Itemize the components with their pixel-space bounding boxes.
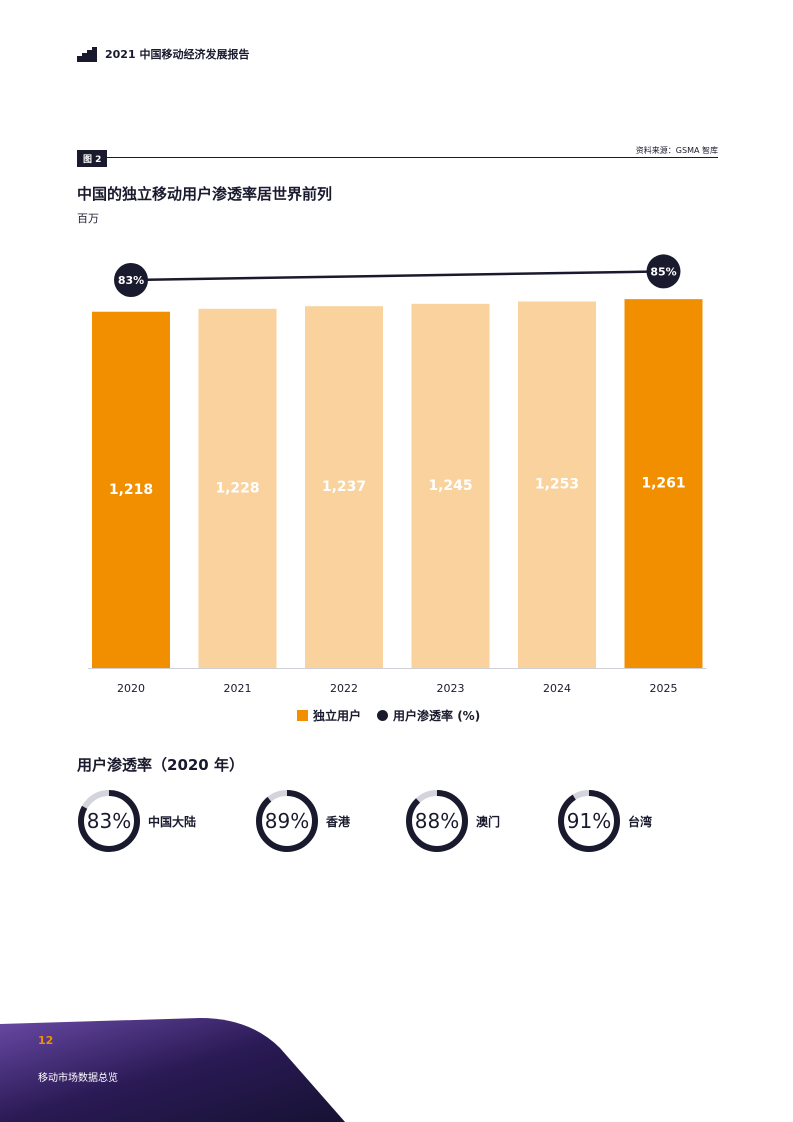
- donut-ring: 88%: [406, 790, 468, 852]
- bar-2025: [624, 299, 703, 668]
- penetration-item: 91% 台湾: [556, 788, 652, 854]
- donut-fill: [558, 790, 620, 852]
- chart-legend: 独立用户 用户渗透率 (%): [297, 707, 480, 724]
- x-tick-label: 2025: [650, 682, 678, 695]
- legend-item-line: 用户渗透率 (%): [377, 707, 480, 724]
- donut-ring: 89%: [256, 790, 318, 852]
- x-tick-label: 2022: [330, 682, 358, 695]
- donut-region: 澳门: [476, 814, 501, 829]
- bar-value-label: 1,237: [322, 479, 366, 495]
- x-tick-label: 2020: [117, 682, 145, 695]
- donut-fill: [78, 790, 140, 852]
- donut-region: 台湾: [628, 814, 653, 829]
- figure-rule: [77, 157, 718, 158]
- bar-chart: 1,218 2020 1,228 2021 1,237 2022 1,245 2023 1,25…: [88, 254, 707, 695]
- chart-title: 中国的独立移动用户渗透率居世界前列: [77, 185, 333, 203]
- donut-ring: 91%: [558, 790, 620, 852]
- page-number: 12: [38, 1034, 54, 1047]
- bar-2023: [411, 303, 490, 668]
- penetration-marker: [114, 263, 148, 297]
- chart-unit: 百万: [77, 212, 99, 225]
- legend-swatch-square: [297, 710, 308, 721]
- bar-2021: [198, 308, 277, 668]
- penetration-marker: [646, 254, 681, 289]
- figure-source: 资料来源：GSMA 智库: [635, 146, 718, 155]
- legend-item-bars: 独立用户: [297, 707, 361, 724]
- bar-2022: [305, 306, 383, 668]
- penetration-item: 89% 香港: [254, 788, 350, 854]
- figure-label: 图 2: [77, 150, 108, 167]
- bar-2020: [92, 311, 170, 668]
- donut-region: 中国大陆: [148, 814, 197, 829]
- x-tick-label: 2021: [224, 682, 252, 695]
- bar-value-label: 1,261: [641, 476, 685, 492]
- penetration-item: 88% 澳门: [404, 788, 500, 854]
- report-header: 2021 中国移动经济发展报告: [77, 46, 249, 62]
- report-title: 2021 中国移动经济发展报告: [105, 48, 250, 61]
- donut-percent: 89%: [265, 809, 309, 833]
- legend-label-line: 用户渗透率 (%): [393, 709, 481, 723]
- bar-value-label: 1,218: [109, 482, 153, 498]
- penetration-item: 83% 中国大陆: [76, 788, 196, 854]
- donut-percent: 83%: [87, 809, 131, 833]
- penetration-marker-label: 85%: [650, 265, 676, 278]
- bar-value-label: 1,245: [428, 478, 472, 494]
- bar-2024: [518, 301, 596, 668]
- bar-value-label: 1,228: [215, 480, 259, 496]
- penetration-donuts: 83% 中国大陆 89% 香港 88% 澳门 91% 台湾: [76, 788, 716, 854]
- donut-percent: 91%: [567, 809, 611, 833]
- penetration-title: 用户渗透率（2020 年）: [77, 756, 244, 774]
- legend-swatch-circle: [377, 710, 389, 721]
- x-tick-label: 2024: [543, 682, 571, 695]
- donut-region: 香港: [326, 814, 351, 829]
- footer-section: 移动市场数据总览: [38, 1073, 118, 1084]
- legend-label-bars: 独立用户: [313, 709, 362, 723]
- footer-shape: [0, 1018, 345, 1122]
- gsma-logo-icon: [77, 46, 97, 62]
- donut-fill: [406, 790, 468, 852]
- donut-fill: [256, 790, 318, 852]
- penetration-marker-label: 83%: [118, 274, 144, 287]
- x-tick-label: 2023: [437, 682, 465, 695]
- penetration-line: [130, 270, 664, 282]
- donut-ring: 83%: [78, 790, 140, 852]
- bar-value-label: 1,253: [535, 477, 579, 493]
- donut-percent: 88%: [415, 809, 459, 833]
